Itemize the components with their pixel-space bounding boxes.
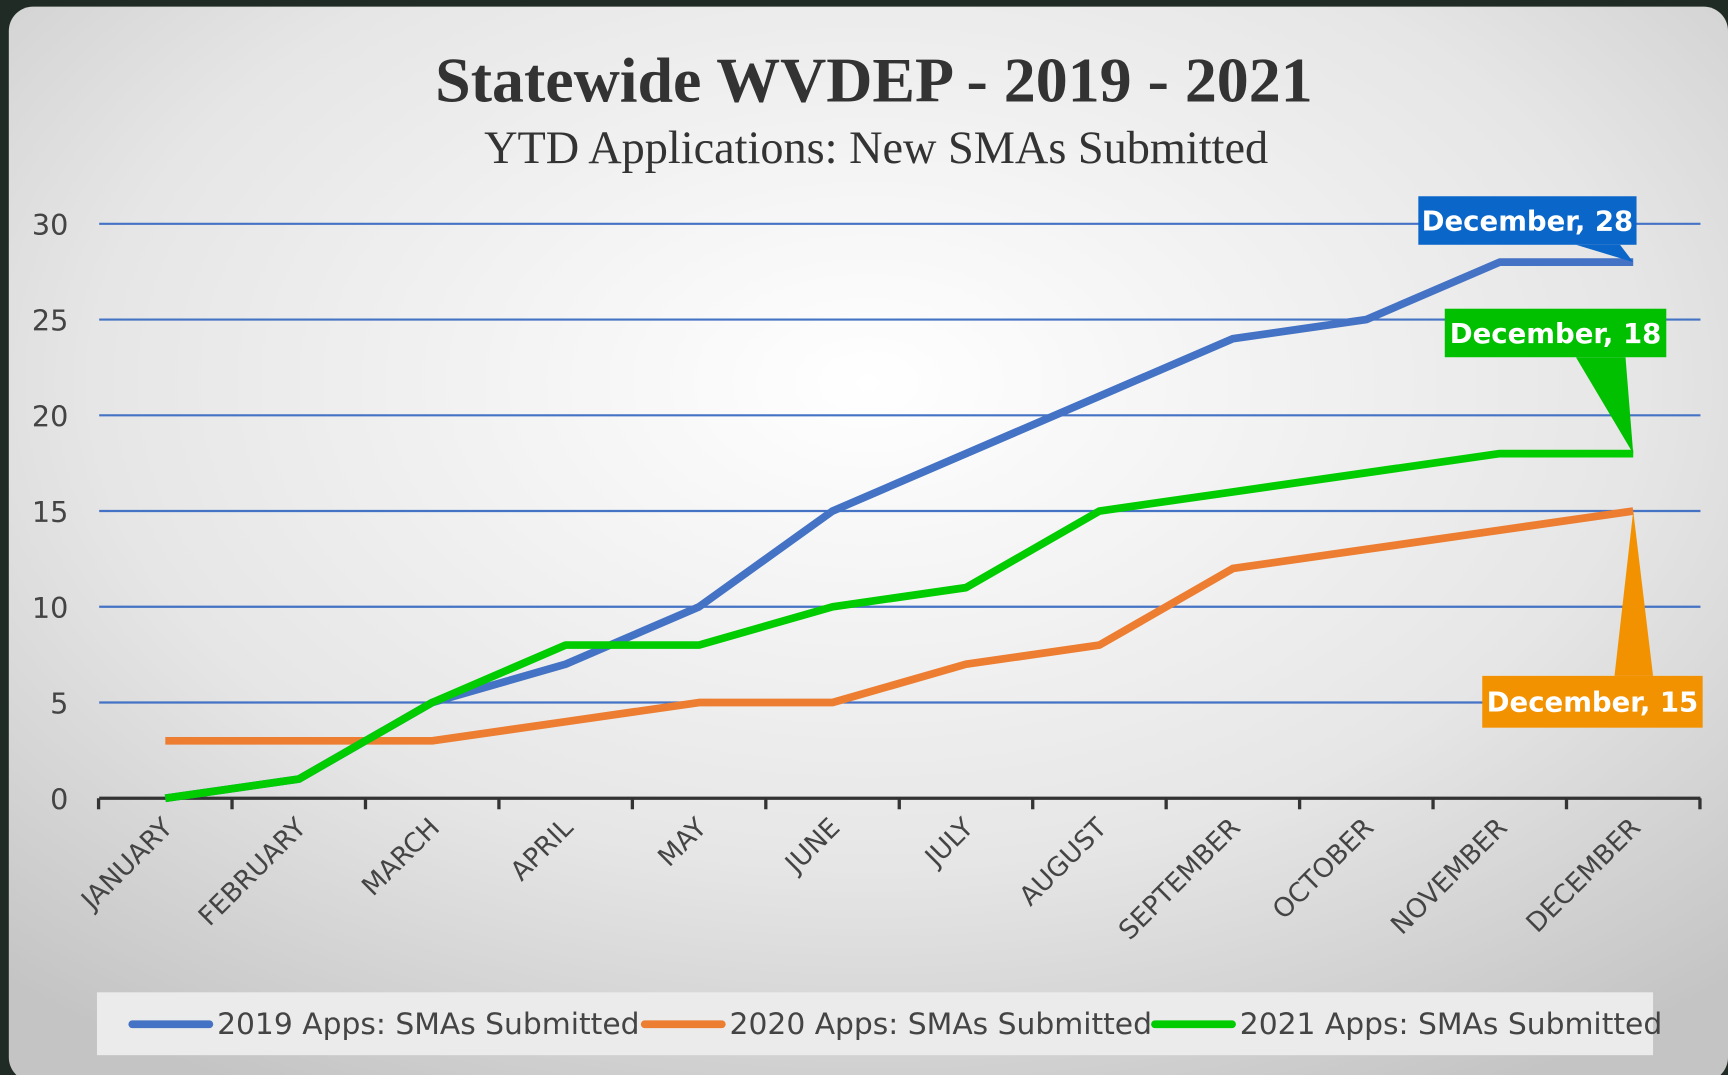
series-line xyxy=(164,449,1634,803)
data-label: December, 28 xyxy=(1422,205,1634,237)
callout-box xyxy=(1418,196,1637,245)
series-line xyxy=(165,507,1634,745)
y-tick-label: 15 xyxy=(32,495,68,529)
callout-box xyxy=(1482,675,1703,728)
legend xyxy=(96,992,1654,1056)
y-tick-label: 5 xyxy=(50,687,68,721)
y-tick-label: 10 xyxy=(32,591,68,625)
y-tick-label: 0 xyxy=(50,782,68,816)
callout-pointer xyxy=(1614,511,1654,676)
chart-title: Statewide WVDEP - 2019 - 2021 xyxy=(435,44,1313,115)
legend-label: 2019 Apps: SMAs Submitted xyxy=(217,1007,639,1042)
y-tick-label: 25 xyxy=(32,304,68,338)
chart-subtitle: YTD Applications: New SMAs Submitted xyxy=(484,123,1268,174)
y-tick-label: 20 xyxy=(32,399,68,433)
data-label: December, 18 xyxy=(1450,318,1662,350)
callout-box xyxy=(1444,308,1667,358)
callout-pointer xyxy=(1575,357,1634,454)
data-label: December, 15 xyxy=(1487,687,1699,719)
callout-pointer xyxy=(1575,244,1634,263)
y-tick-label: 30 xyxy=(32,208,68,242)
legend-label: 2021 Apps: SMAs Submitted xyxy=(1240,1007,1662,1042)
legend-label: 2020 Apps: SMAs Submitted xyxy=(730,1007,1152,1042)
